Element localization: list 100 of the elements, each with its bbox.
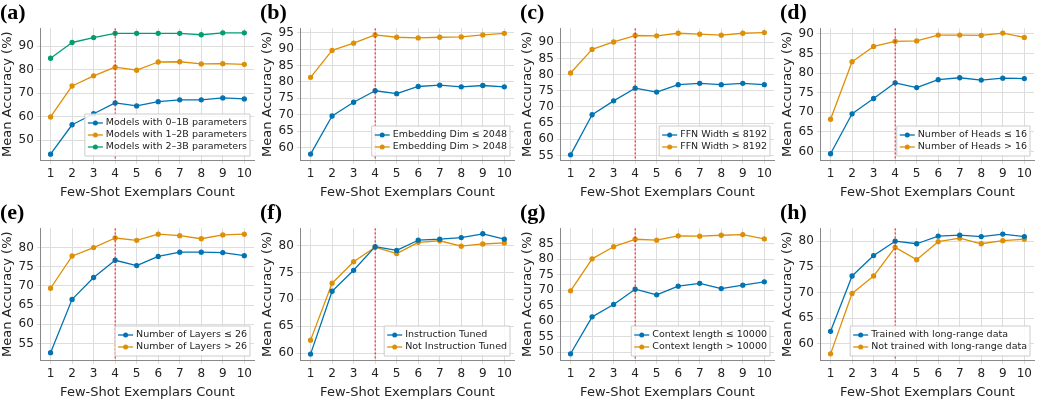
x-axis-title: Few-Shot Exemplars Count <box>60 183 235 199</box>
x-tick-label: 2 <box>848 366 856 381</box>
chart-title: (d) <box>780 0 807 24</box>
x-axis-title: Few-Shot Exemplars Count <box>840 383 1015 399</box>
y-tick-label: 50 <box>18 132 34 147</box>
legend-label: Models with 0–1B parameters <box>105 116 248 128</box>
y-tick-label: 85 <box>798 45 814 60</box>
y-tick-label: 80 <box>18 61 34 76</box>
y-tick-label: 85 <box>278 57 294 72</box>
x-tick-label: 1 <box>306 366 315 381</box>
y-tick-label: 60 <box>798 335 814 350</box>
x-tick-label: 1 <box>46 366 55 381</box>
x-axis-title: Few-Shot Exemplars Count <box>840 183 1015 199</box>
y-tick-label: 60 <box>538 131 554 146</box>
x-tick-label: 9 <box>218 166 227 181</box>
x-tick-label: 4 <box>631 166 639 181</box>
x-tick-label: 1 <box>826 166 835 181</box>
x-tick-label: 5 <box>912 366 921 381</box>
y-tick-label: 75 <box>798 258 814 273</box>
legend-label: Number of Layers > 26 <box>136 340 248 352</box>
chart-title: (h) <box>780 198 807 224</box>
y-tick-label: 80 <box>798 233 814 248</box>
x-tick-label: 2 <box>588 366 596 381</box>
y-axis-title: Mean Accuracy (%) <box>519 231 535 357</box>
x-tick-label: 10 <box>1016 366 1032 381</box>
x-tick-label: 9 <box>738 366 747 381</box>
y-tick-label: 70 <box>798 104 814 119</box>
x-tick-label: 9 <box>738 166 747 181</box>
x-tick-label: 6 <box>934 366 943 381</box>
y-tick-label: 95 <box>278 24 294 39</box>
x-tick-label: 10 <box>1016 166 1032 181</box>
y-tick-label: 65 <box>538 297 554 312</box>
x-tick-label: 10 <box>496 366 512 381</box>
y-axis-title: Mean Accuracy (%) <box>259 231 275 357</box>
y-tick-label: 70 <box>18 278 34 293</box>
x-tick-label: 10 <box>496 166 512 181</box>
y-tick-label: 80 <box>538 66 554 81</box>
x-tick-label: 8 <box>717 166 726 181</box>
x-tick-label: 3 <box>609 166 618 181</box>
x-tick-label: 4 <box>111 166 119 181</box>
y-tick-label: 85 <box>538 235 554 250</box>
x-tick-label: 7 <box>955 366 964 381</box>
chart-title: (e) <box>0 198 25 224</box>
x-tick-label: 3 <box>869 166 878 181</box>
x-tick-label: 8 <box>977 166 986 181</box>
x-tick-label: 1 <box>566 166 575 181</box>
y-tick-label: 75 <box>538 266 554 281</box>
x-tick-label: 5 <box>652 366 661 381</box>
y-tick-label: 80 <box>278 237 294 252</box>
x-tick-label: 3 <box>349 366 358 381</box>
x-tick-label: 1 <box>826 366 835 381</box>
x-tick-label: 2 <box>68 366 76 381</box>
x-tick-label: 7 <box>435 166 444 181</box>
x-tick-label: 2 <box>68 166 76 181</box>
x-tick-label: 8 <box>977 366 986 381</box>
x-axis-title: Few-Shot Exemplars Count <box>60 383 235 399</box>
x-axis-title: Few-Shot Exemplars Count <box>320 383 495 399</box>
y-axis-title: Mean Accuracy (%) <box>519 31 535 157</box>
x-tick-label: 5 <box>132 366 141 381</box>
legend-label: Embedding Dim > 2048 <box>392 140 508 152</box>
y-tick-label: 90 <box>538 34 554 49</box>
x-tick-label: 8 <box>457 166 466 181</box>
x-tick-label: 9 <box>478 366 487 381</box>
chart-title: (g) <box>520 198 546 224</box>
x-tick-label: 9 <box>218 366 227 381</box>
x-tick-label: 4 <box>891 166 899 181</box>
y-tick-label: 65 <box>278 318 294 333</box>
legend-label: Instruction Tuned <box>405 328 488 340</box>
y-tick-label: 90 <box>18 38 34 53</box>
legend-label: Not Instruction Tuned <box>405 340 508 352</box>
x-tick-label: 3 <box>349 166 358 181</box>
y-tick-label: 85 <box>538 50 554 65</box>
x-tick-label: 4 <box>631 366 639 381</box>
y-tick-label: 60 <box>798 143 814 158</box>
x-tick-label: 2 <box>588 166 596 181</box>
x-tick-label: 4 <box>371 366 379 381</box>
y-tick-label: 65 <box>798 123 814 138</box>
x-tick-label: 7 <box>175 366 184 381</box>
x-tick-label: 6 <box>414 166 423 181</box>
y-tick-label: 70 <box>798 284 814 299</box>
y-tick-label: 75 <box>18 258 34 273</box>
y-tick-label: 90 <box>278 41 294 56</box>
y-tick-label: 80 <box>538 251 554 266</box>
x-tick-label: 3 <box>609 366 618 381</box>
y-tick-label: 80 <box>278 74 294 89</box>
legend-label: Trained with long-range data <box>870 328 1009 340</box>
y-axis-title: Mean Accuracy (%) <box>779 231 795 357</box>
x-tick-label: 6 <box>674 166 683 181</box>
x-tick-label: 7 <box>175 166 184 181</box>
legend-label: Models with 2–3B parameters <box>105 140 248 152</box>
x-tick-label: 7 <box>695 166 704 181</box>
y-tick-label: 75 <box>278 90 294 105</box>
y-tick-label: 75 <box>798 84 814 99</box>
y-tick-label: 65 <box>278 123 294 138</box>
x-tick-label: 5 <box>392 166 401 181</box>
x-tick-label: 7 <box>695 366 704 381</box>
x-axis-title: Few-Shot Exemplars Count <box>320 183 495 199</box>
chart-title: (a) <box>0 0 26 24</box>
y-tick-label: 75 <box>278 264 294 279</box>
legend-label: Not trained with long-range data <box>871 340 1028 352</box>
